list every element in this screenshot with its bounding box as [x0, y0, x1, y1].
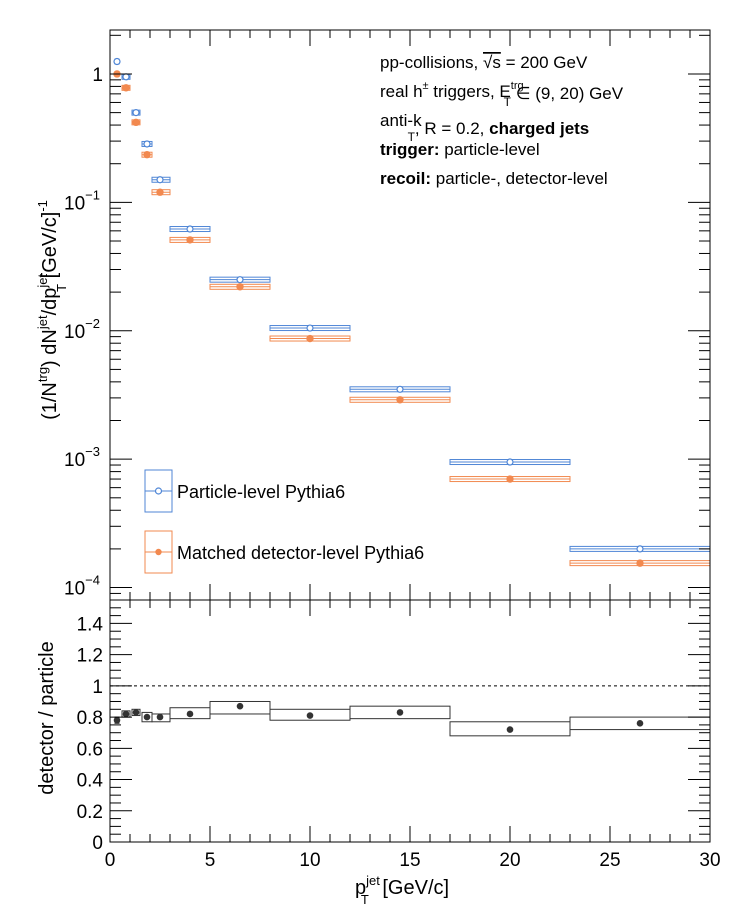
- y-tick-label: 0.8: [77, 708, 103, 729]
- data-point: [122, 84, 130, 92]
- x-axis-title: pjet T [GeV/c]: [355, 873, 449, 907]
- data-point: [506, 475, 514, 483]
- ratio-point: [143, 713, 151, 721]
- ratio-point: [636, 720, 644, 727]
- ratio-point: [506, 726, 514, 733]
- ratio-point: [113, 716, 121, 724]
- y-tick-label: 1: [92, 677, 103, 698]
- data-point: [143, 151, 151, 159]
- y-tick-label: 10−1: [64, 187, 100, 214]
- data-point: [306, 334, 314, 343]
- x-tick-label: 25: [599, 850, 620, 871]
- data-point: [132, 109, 140, 117]
- y-tick-label: 1: [92, 65, 103, 86]
- ratio-point: [156, 713, 164, 721]
- annotation-line: pp-collisions, √s = 200 GeV: [380, 53, 588, 72]
- annotation-block: pp-collisions, √s = 200 GeV real h± trigg…: [380, 53, 624, 188]
- y-tick-label: 0: [92, 833, 103, 854]
- annotation-line: anti-k T, R = 0.2, charged jets: [380, 111, 589, 144]
- ratio-point: [396, 709, 404, 716]
- data-point: [156, 188, 164, 196]
- ratio-uncertainty-box: [349, 705, 451, 720]
- y-tick-label: 1.2: [77, 646, 103, 667]
- x-tick-label: 20: [499, 850, 520, 871]
- y-tick-label: 1.4: [77, 614, 104, 635]
- legend-marker: [155, 548, 162, 556]
- data-point: [113, 57, 121, 66]
- x-tick-label: 10: [299, 850, 320, 871]
- data-point: [186, 225, 194, 233]
- annotation-line: recoil: particle-, detector-level: [380, 169, 608, 188]
- ratio-ticks: 0 0.2 0.4 0.6 0.8 1 1.2 1.4 0 5 10 15 20 25 30: [77, 600, 721, 871]
- data-point: [236, 276, 244, 284]
- ratio-point: [186, 710, 194, 718]
- annotation-line: trigger: particle-level: [380, 140, 540, 159]
- data-point: [122, 73, 130, 81]
- y-tick-label: 10−2: [64, 316, 100, 343]
- ratio-point: [236, 702, 244, 710]
- data-point: [132, 118, 140, 127]
- legend-label: Particle-level Pythia6: [177, 482, 345, 502]
- data-point: [396, 385, 404, 393]
- data-point: [156, 176, 164, 184]
- ratio-panel: 0 0.2 0.4 0.6 0.8 1 1.2 1.4 0 5 10 15 20 25 30 detecto…: [36, 599, 721, 907]
- y-tick-label: 10−3: [64, 444, 100, 471]
- ratio-point: [132, 709, 140, 716]
- y-tick-label: 10−4: [64, 573, 100, 600]
- data-point: [143, 140, 151, 148]
- data-point: [306, 324, 314, 332]
- data-point: [636, 559, 644, 567]
- data-point: [506, 458, 514, 466]
- x-tick-label: 30: [699, 850, 720, 871]
- data-point: [186, 236, 194, 244]
- y-tick-label: 0.4: [77, 771, 104, 792]
- x-tick-label: 0: [105, 850, 116, 871]
- data-point: [396, 396, 404, 404]
- spectrum-panel: 1 10−1 10−2 10−3 10−4 pp-collisions, √s = 20…: [35, 29, 711, 601]
- x-tick-label: 5: [205, 850, 216, 871]
- spectrum-data: [113, 57, 711, 567]
- data-point: [236, 283, 244, 291]
- y-axis-title-bottom: detector / particle: [36, 641, 58, 794]
- legend: Particle-level Pythia6 Matched detector-l…: [144, 469, 424, 574]
- annotation-line: real h± triggers, Etrg T ∈ (9, 20) GeV: [380, 80, 624, 109]
- ratio-uncertainty-box: [209, 700, 271, 715]
- legend-label: Matched detector-level Pythia6: [177, 543, 424, 563]
- x-tick-label: 15: [399, 850, 420, 871]
- y-tick-label: 0.2: [77, 802, 103, 823]
- legend-marker: [154, 487, 163, 495]
- data-point: [636, 545, 644, 553]
- ratio-point: [306, 712, 314, 719]
- y-axis-title-top: (1/Ntrg) dNjet/dpjetT [GeV/c]-1: [35, 200, 69, 420]
- ratio-point: [122, 710, 130, 718]
- y-tick-label: 0.6: [77, 739, 103, 760]
- ratio-frame: [109, 599, 711, 843]
